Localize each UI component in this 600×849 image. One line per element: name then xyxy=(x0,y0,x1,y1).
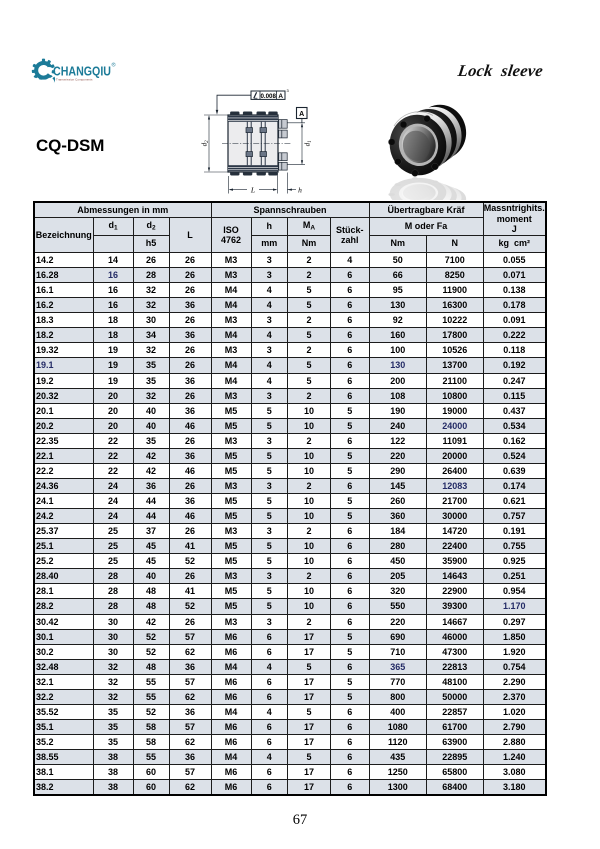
svg-text:L: L xyxy=(250,185,255,194)
svg-text:h: h xyxy=(298,185,302,194)
svg-text:d1: d1 xyxy=(304,140,314,146)
svg-text:CHANGQIU: CHANGQIU xyxy=(53,64,111,79)
svg-text:3: 3 xyxy=(287,88,290,93)
svg-text:d2: d2 xyxy=(201,140,211,147)
svg-text:A: A xyxy=(278,93,283,100)
svg-text:Transmission Components: Transmission Components xyxy=(56,77,93,81)
svg-text:®: ® xyxy=(112,62,116,69)
svg-text:0.008: 0.008 xyxy=(260,93,276,100)
svg-text:A: A xyxy=(299,111,304,118)
